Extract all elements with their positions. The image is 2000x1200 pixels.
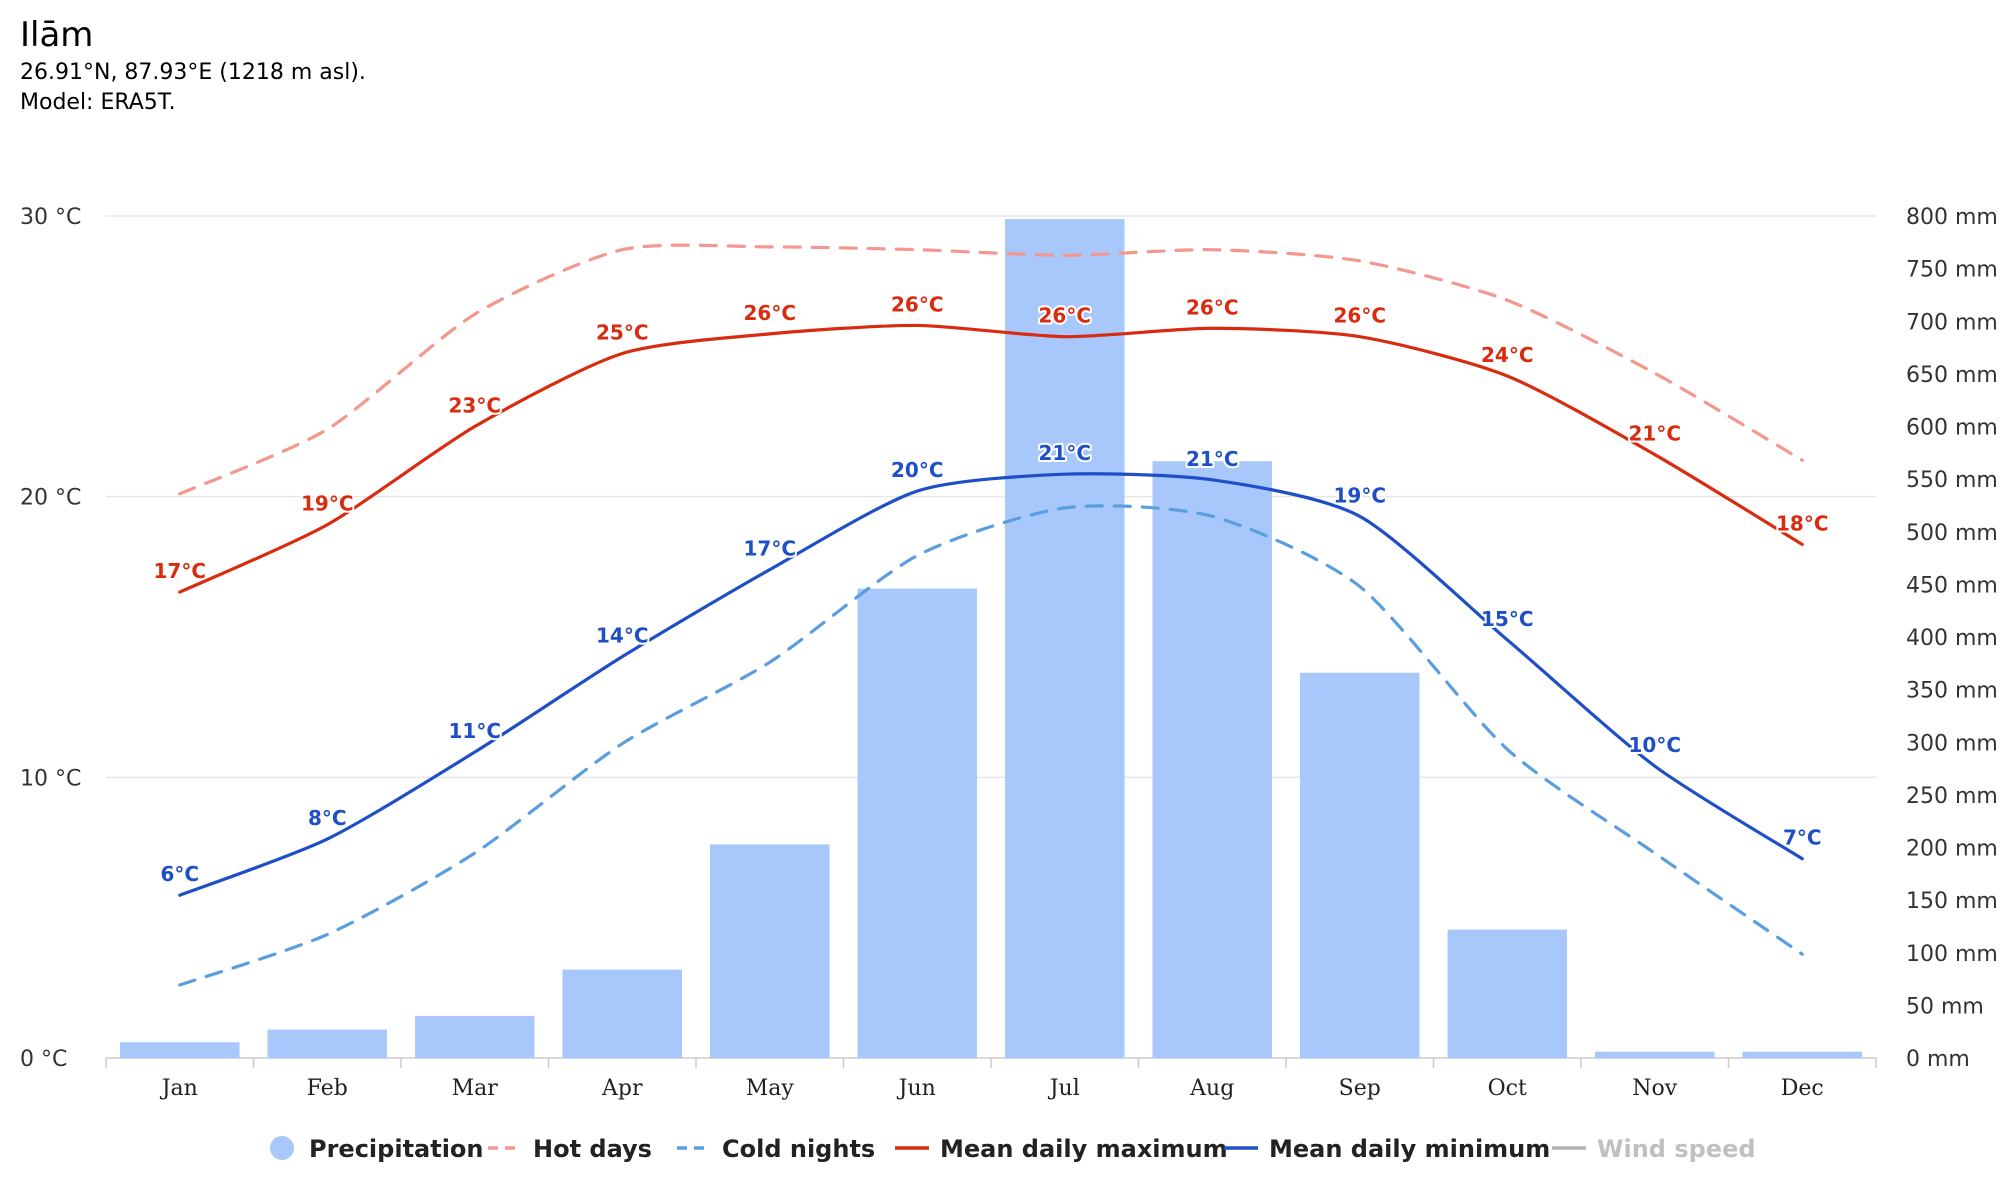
precipitation-tick-label: 750 mm <box>1906 258 1998 283</box>
precipitation-tick-label: 500 mm <box>1906 521 1998 546</box>
month-label: Sep <box>1339 1076 1381 1101</box>
location-coordinates: 26.91°N, 87.93°E (1218 m asl). <box>20 60 366 85</box>
precipitation-bar <box>1300 672 1420 1058</box>
data-label: 26°C <box>1333 304 1386 328</box>
precipitation-tick-label: 200 mm <box>1906 837 1998 862</box>
data-label: 6°C <box>160 862 199 886</box>
data-label: 11°C <box>448 719 501 743</box>
month-label: Jul <box>1048 1076 1080 1101</box>
precipitation-bar <box>267 1029 387 1058</box>
precipitation-tick-label: 650 mm <box>1906 363 1998 388</box>
legend-label: Wind speed <box>1597 1135 1756 1163</box>
precipitation-tick-label: 250 mm <box>1906 784 1998 809</box>
legend-item-mean-daily-minimum[interactable]: Mean daily minimum <box>1224 1135 1550 1163</box>
data-label: 7°C <box>1783 826 1822 850</box>
data-label: 8°C <box>308 806 347 830</box>
month-label: Oct <box>1488 1076 1527 1101</box>
data-label: 10°C <box>1628 733 1681 757</box>
precipitation-bar <box>857 588 977 1058</box>
legend-symbol <box>270 1136 294 1160</box>
precipitation-tick-label: 450 mm <box>1906 573 1998 598</box>
legend-label: Mean daily maximum <box>940 1135 1228 1163</box>
precipitation-tick-label: 300 mm <box>1906 731 1998 756</box>
data-label: 21°C <box>1628 422 1681 446</box>
chart-header: Ilām 26.91°N, 87.93°E (1218 m asl). Mode… <box>20 12 366 118</box>
temperature-tick-label: 20 °C <box>20 486 81 511</box>
precipitation-bar <box>415 1015 535 1058</box>
legend-item-hot-days[interactable]: Hot days <box>488 1135 652 1163</box>
temperature-lines <box>178 243 1804 987</box>
precipitation-bar <box>1447 929 1567 1058</box>
legend-label: Mean daily minimum <box>1269 1135 1550 1163</box>
hot-days-line <box>178 243 1804 496</box>
data-label: 14°C <box>596 624 649 648</box>
precipitation-bar <box>1595 1051 1715 1058</box>
data-label: 26°C <box>1038 304 1091 328</box>
data-label: 17°C <box>743 537 796 561</box>
month-label: May <box>746 1076 795 1101</box>
data-label: 25°C <box>596 321 649 345</box>
month-label: Mar <box>452 1076 499 1101</box>
data-label: 26°C <box>1186 295 1239 319</box>
legend-item-precipitation[interactable]: Precipitation <box>270 1135 484 1163</box>
data-label: 21°C <box>1186 447 1239 471</box>
temperature-tick-label: 0 °C <box>20 1047 67 1072</box>
model-name: Model: ERA5T. <box>20 90 176 115</box>
precipitation-tick-label: 700 mm <box>1906 310 1998 335</box>
legend-label: Cold nights <box>722 1135 875 1163</box>
precipitation-axis: 0 mm 50 mm 100 mm 150 mm 200 mm 250 mm 300 mm 3… <box>1906 205 1998 1072</box>
data-label: 21°C <box>1038 441 1091 465</box>
precipitation-bar <box>1152 461 1272 1058</box>
data-label: 17°C <box>153 559 206 583</box>
precipitation-tick-label: 600 mm <box>1906 416 1998 441</box>
data-label: 23°C <box>448 394 501 418</box>
precipitation-tick-label: 550 mm <box>1906 468 1998 493</box>
precipitation-tick-label: 400 mm <box>1906 626 1998 651</box>
precipitation-tick-label: 800 mm <box>1906 205 1998 230</box>
month-label: Feb <box>307 1076 348 1101</box>
precipitation-tick-label: 100 mm <box>1906 942 1998 967</box>
legend[interactable]: Precipitation Hot days Cold nights Mean dai… <box>270 1135 1756 1163</box>
legend-item-cold-nights[interactable]: Cold nights <box>677 1135 875 1163</box>
month-label: Dec <box>1781 1076 1824 1101</box>
precipitation-bar <box>1005 219 1125 1059</box>
legend-item-wind-speed[interactable]: Wind speed <box>1552 1135 1756 1163</box>
temperature-tick-label: 10 °C <box>20 766 81 791</box>
temperature-tick-label: 30 °C <box>20 205 81 230</box>
data-label: 18°C <box>1776 511 1829 535</box>
data-label: 20°C <box>891 458 944 482</box>
precipitation-bars <box>120 219 1862 1059</box>
month-label: Aug <box>1189 1076 1234 1101</box>
precipitation-bar <box>710 844 830 1058</box>
data-label: 24°C <box>1481 343 1534 367</box>
month-label: Jan <box>160 1076 198 1101</box>
month-label: Jun <box>897 1076 936 1101</box>
precipitation-tick-label: 150 mm <box>1906 889 1998 914</box>
data-label: 26°C <box>891 292 944 316</box>
precipitation-tick-label: 0 mm <box>1906 1047 1970 1072</box>
month-label: Apr <box>601 1076 643 1101</box>
data-label: 26°C <box>743 301 796 325</box>
data-label: 15°C <box>1481 607 1534 631</box>
month-label: Nov <box>1632 1076 1677 1101</box>
month-axis: Jan Feb Mar Apr May Jun Jul Aug Sep Oct Nov Dec <box>105 1058 1877 1101</box>
chart-title: Ilām <box>20 15 94 55</box>
cold-nights-line <box>178 504 1804 987</box>
data-label: 19°C <box>1333 483 1386 507</box>
precipitation-bar <box>1742 1051 1862 1058</box>
temperature-axis: 0 °C 10 °C 20 °C 30 °C <box>20 205 81 1072</box>
mean-daily-minimum-line <box>178 472 1804 897</box>
legend-item-mean-daily-maximum[interactable]: Mean daily maximum <box>895 1135 1228 1163</box>
legend-label: Hot days <box>533 1135 652 1163</box>
data-label: 19°C <box>301 492 354 516</box>
precipitation-tick-label: 350 mm <box>1906 679 1998 704</box>
grid-lines <box>106 215 1876 1059</box>
precipitation-bar <box>562 969 682 1058</box>
precipitation-tick-label: 50 mm <box>1906 994 1984 1019</box>
legend-label: Precipitation <box>309 1135 484 1163</box>
mean-daily-maximum-line <box>178 323 1804 594</box>
precipitation-bar <box>120 1042 240 1058</box>
temperature-data-labels: 17°C 19°C 23°C 25°C 26°C 26°C 26°C 26°C 26°C 24°C… <box>151 290 1830 888</box>
